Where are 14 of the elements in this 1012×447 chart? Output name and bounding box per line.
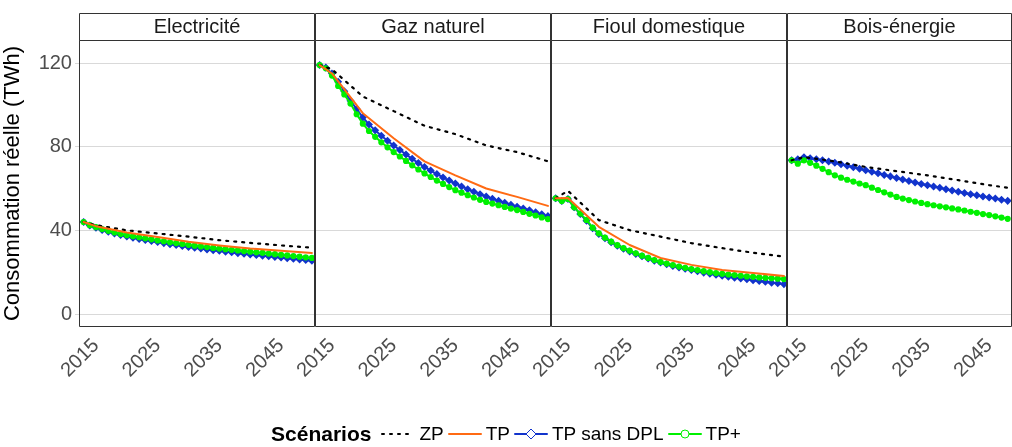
y-tick-label: 80 [49, 134, 72, 157]
y-axis-title: Consommation réelle (TWh) [0, 45, 25, 322]
chart-title: Electricité [153, 15, 241, 38]
y-tick-label: 120 [38, 50, 72, 73]
legend-label: TP+ [705, 423, 741, 445]
legend-title: Scénarios [271, 422, 372, 446]
chart-title: Gaz naturel [381, 15, 485, 38]
chart-title: Bois-énergie [843, 15, 956, 38]
y-tick-label: 0 [60, 301, 72, 324]
legend-label: TP sans DPL [551, 423, 664, 445]
legend-label: ZP [419, 423, 444, 445]
y-tick-label: 40 [49, 217, 72, 240]
chart-title: Fioul domestique [592, 15, 746, 38]
legend-label: TP [485, 423, 510, 445]
